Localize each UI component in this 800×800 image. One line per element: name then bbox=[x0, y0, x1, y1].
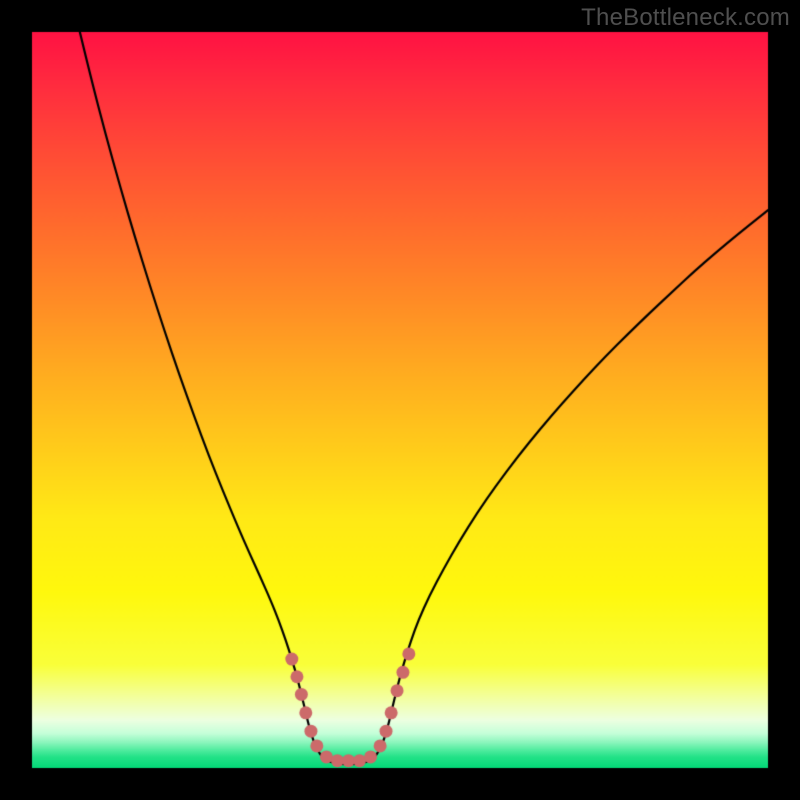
watermark-label: TheBottleneck.com bbox=[581, 4, 790, 32]
bottleneck-curve-chart bbox=[0, 0, 800, 800]
chart-stage: TheBottleneck.com bbox=[0, 0, 800, 800]
